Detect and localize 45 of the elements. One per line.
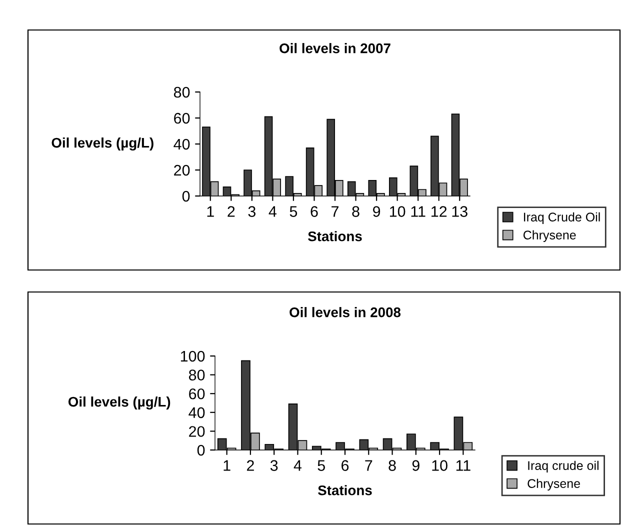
y-tick-label: 20 bbox=[189, 426, 205, 437]
x-axis-title: Stations bbox=[318, 485, 372, 496]
x-tick-label: 1 bbox=[207, 206, 214, 217]
x-tick-label: 7 bbox=[365, 460, 372, 471]
y-tick-label: 80 bbox=[188, 370, 205, 380]
y-tick-label: 40 bbox=[174, 138, 190, 150]
x-tick-label: 3 bbox=[248, 206, 256, 217]
x-tick-label: 3 bbox=[270, 460, 278, 471]
x-tick-label: 6 bbox=[342, 460, 349, 471]
y-tick-label: 0 bbox=[182, 190, 190, 202]
y-tick-label: 20 bbox=[174, 164, 190, 176]
x-tick-label: 8 bbox=[388, 460, 396, 471]
x-tick-label: 12 bbox=[432, 206, 447, 217]
y-axis-title: Oil levels (µg/L) bbox=[68, 396, 170, 410]
x-tick-label: 7 bbox=[332, 206, 338, 217]
x-axis-title: Stations bbox=[308, 231, 362, 242]
x-tick-label: 2 bbox=[246, 460, 254, 471]
legend-label: Iraq Crude Oil bbox=[524, 212, 600, 224]
x-tick-label: 2 bbox=[228, 206, 235, 217]
x-tick-label: 10 bbox=[390, 206, 406, 217]
x-tick-label: 4 bbox=[294, 460, 302, 471]
x-tick-label: 4 bbox=[268, 206, 276, 217]
x-tick-label: 1 bbox=[224, 460, 230, 471]
legend-label: Chrysene bbox=[528, 478, 580, 490]
y-tick-label: 0 bbox=[197, 444, 205, 456]
x-tick-label: 8 bbox=[352, 206, 360, 217]
x-tick-label: 11 bbox=[411, 206, 426, 217]
x-tick-label: 5 bbox=[290, 206, 298, 217]
x-tick-label: 9 bbox=[412, 460, 420, 471]
legend-label: Iraq crude oil bbox=[528, 460, 598, 472]
chart-title: Oil levels in 2008 bbox=[290, 307, 401, 318]
x-tick-label: 6 bbox=[310, 206, 318, 217]
x-tick-label: 5 bbox=[318, 460, 325, 471]
chart-title: Oil levels in 2007 bbox=[280, 43, 390, 54]
x-tick-label: 10 bbox=[432, 460, 448, 471]
y-tick-label: 60 bbox=[174, 112, 190, 124]
legend-label: Chrysene bbox=[523, 230, 576, 242]
y-tick-label: 40 bbox=[188, 407, 205, 418]
x-tick-label: 11 bbox=[456, 460, 470, 471]
y-tick-label: 100 bbox=[180, 350, 205, 362]
y-tick-label: 80 bbox=[174, 86, 190, 98]
y-tick-label: 60 bbox=[189, 388, 205, 400]
x-tick-label: 9 bbox=[373, 206, 380, 217]
x-tick-label: 13 bbox=[452, 206, 468, 217]
y-axis-title: Oil levels (µg/L) bbox=[52, 137, 154, 151]
